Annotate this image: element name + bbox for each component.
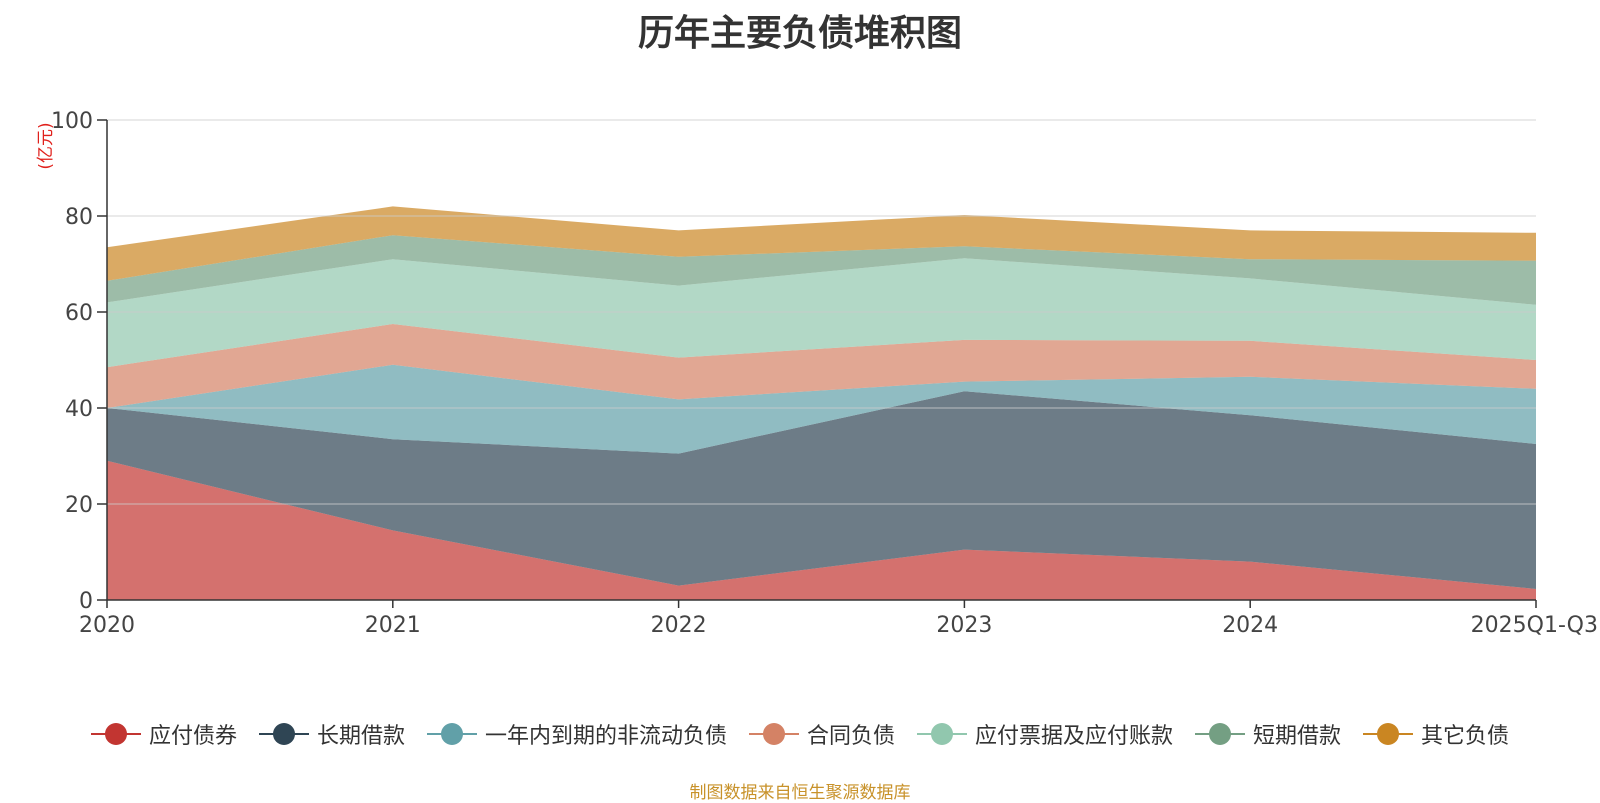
x-tick-label: 2021 <box>365 613 421 638</box>
source-note: 制图数据来自恒生聚源数据库 <box>689 783 911 803</box>
stacked-areas <box>107 206 1536 600</box>
x-tick-label: 2024 <box>1222 613 1278 638</box>
y-tick-label: 60 <box>65 301 93 326</box>
area-series-4 <box>107 324 1536 408</box>
legend-label: 短期借款 <box>1253 724 1342 749</box>
x-tick-label: 2023 <box>936 613 992 638</box>
legend-item-5[interactable]: 应付票据及应付账款 <box>917 718 1173 750</box>
legend-item-4[interactable]: 合同负债 <box>748 718 895 750</box>
legend-marker-icon <box>917 722 967 746</box>
legend-label: 合同负债 <box>806 724 895 749</box>
y-tick-label: 40 <box>65 397 93 422</box>
x-tick-label: 2025Q1-Q3 <box>1471 613 1598 638</box>
legend-marker-icon <box>426 722 477 746</box>
legend-label: 长期借款 <box>316 724 405 749</box>
legend-label: 一年内到期的非流动负债 <box>484 724 727 749</box>
y-axis-unit: (亿元) <box>36 122 56 169</box>
y-tick-label: 80 <box>65 205 93 230</box>
area-series-7 <box>107 206 1536 281</box>
axes: 0 20 40 60 80 100 2020 2021 2022 2023 2024 2025Q1-Q… <box>51 109 1598 638</box>
legend-marker-icon <box>90 722 141 746</box>
legend: 应付债券 长期借款 一年内到期的非流动负债 合同负债 应付票据及应付账款 短期借款 其它负债 <box>0 718 1600 750</box>
y-tick-label: 20 <box>65 493 93 518</box>
area-series-1 <box>107 460 1536 600</box>
legend-marker-icon <box>258 722 309 746</box>
chart-title: 历年主要负债堆积图 <box>637 13 962 54</box>
legend-item-6[interactable]: 短期借款 <box>1195 718 1341 750</box>
legend-marker-icon <box>1363 722 1414 746</box>
legend-item-1[interactable]: 应付债券 <box>90 718 237 750</box>
y-tick-label: 100 <box>51 109 93 134</box>
legend-item-2[interactable]: 长期借款 <box>258 718 405 750</box>
area-series-2 <box>107 391 1536 589</box>
legend-item-3[interactable]: 一年内到期的非流动负债 <box>426 718 727 750</box>
area-series-3 <box>107 364 1536 454</box>
x-tick-label: 2022 <box>651 613 707 638</box>
legend-label: 应付债券 <box>148 724 237 749</box>
y-tick-label: 0 <box>79 589 93 614</box>
legend-marker-icon <box>1195 722 1246 746</box>
legend-label: 应付票据及应付账款 <box>975 724 1174 749</box>
area-series-6 <box>107 235 1536 305</box>
legend-marker-icon <box>748 722 799 746</box>
x-tick-label: 2020 <box>79 613 135 638</box>
legend-label: 其它负债 <box>1421 724 1510 749</box>
legend-item-7[interactable]: 其它负债 <box>1363 718 1509 750</box>
